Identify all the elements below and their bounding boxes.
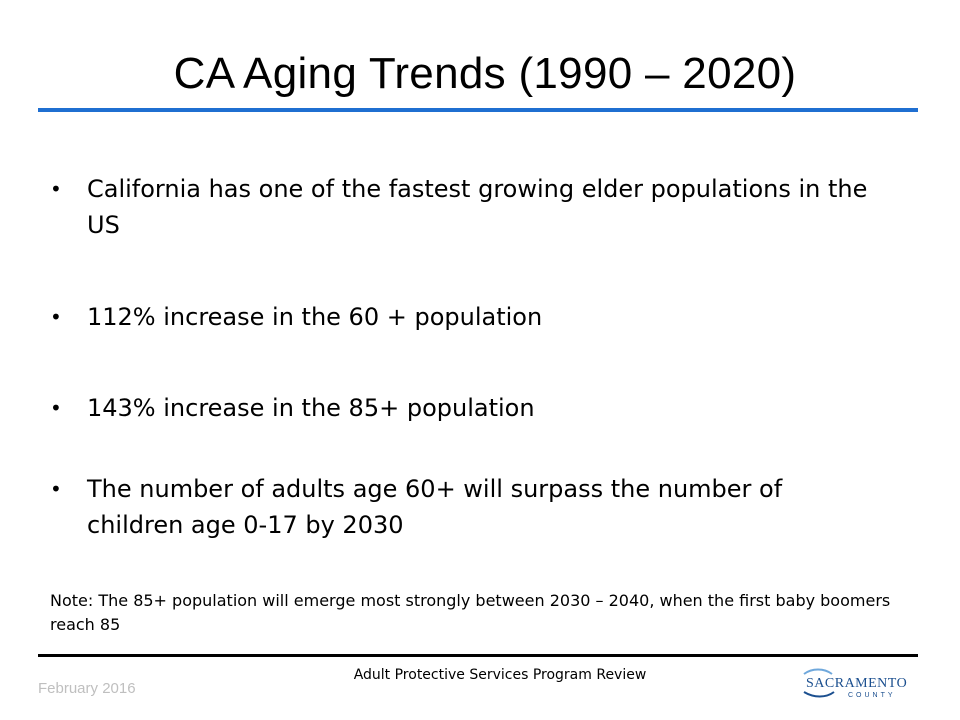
bullet-item: • The number of adults age 60+ will surp… — [50, 471, 880, 543]
bullet-item: • 143% increase in the 85+ population — [50, 390, 880, 426]
footer-date: February 2016 — [38, 680, 136, 697]
footer-title: Adult Protective Services Program Review — [353, 667, 647, 683]
bullet-item: • 112% increase in the 60 + population — [50, 299, 880, 335]
bullet-dot-icon: • — [50, 305, 62, 329]
bullet-text: 112% increase in the 60 + population — [87, 303, 543, 331]
bullet-dot-icon: • — [50, 477, 62, 501]
title-divider — [38, 108, 918, 112]
bullet-dot-icon: • — [50, 177, 62, 201]
logo-text: SACRAMENTO — [806, 676, 907, 691]
bullet-item: • California has one of the fastest grow… — [50, 171, 880, 243]
logo-swoosh-icon — [803, 668, 833, 675]
bullet-text: 143% increase in the 85+ population — [87, 394, 535, 422]
bullet-text: California has one of the fastest growin… — [87, 175, 868, 239]
bullet-dot-icon: • — [50, 396, 62, 420]
logo-subtext: COUNTY — [848, 692, 896, 699]
sacramento-county-logo: SACRAMENTO COUNTY — [803, 668, 907, 699]
bullet-text: The number of adults age 60+ will surpas… — [87, 475, 783, 539]
slide-title: CA Aging Trends (1990 – 2020) — [173, 49, 797, 98]
footer-divider — [38, 654, 918, 657]
slide-note: Note: The 85+ population will emerge mos… — [50, 591, 891, 634]
logo-swoosh-icon — [803, 691, 835, 698]
